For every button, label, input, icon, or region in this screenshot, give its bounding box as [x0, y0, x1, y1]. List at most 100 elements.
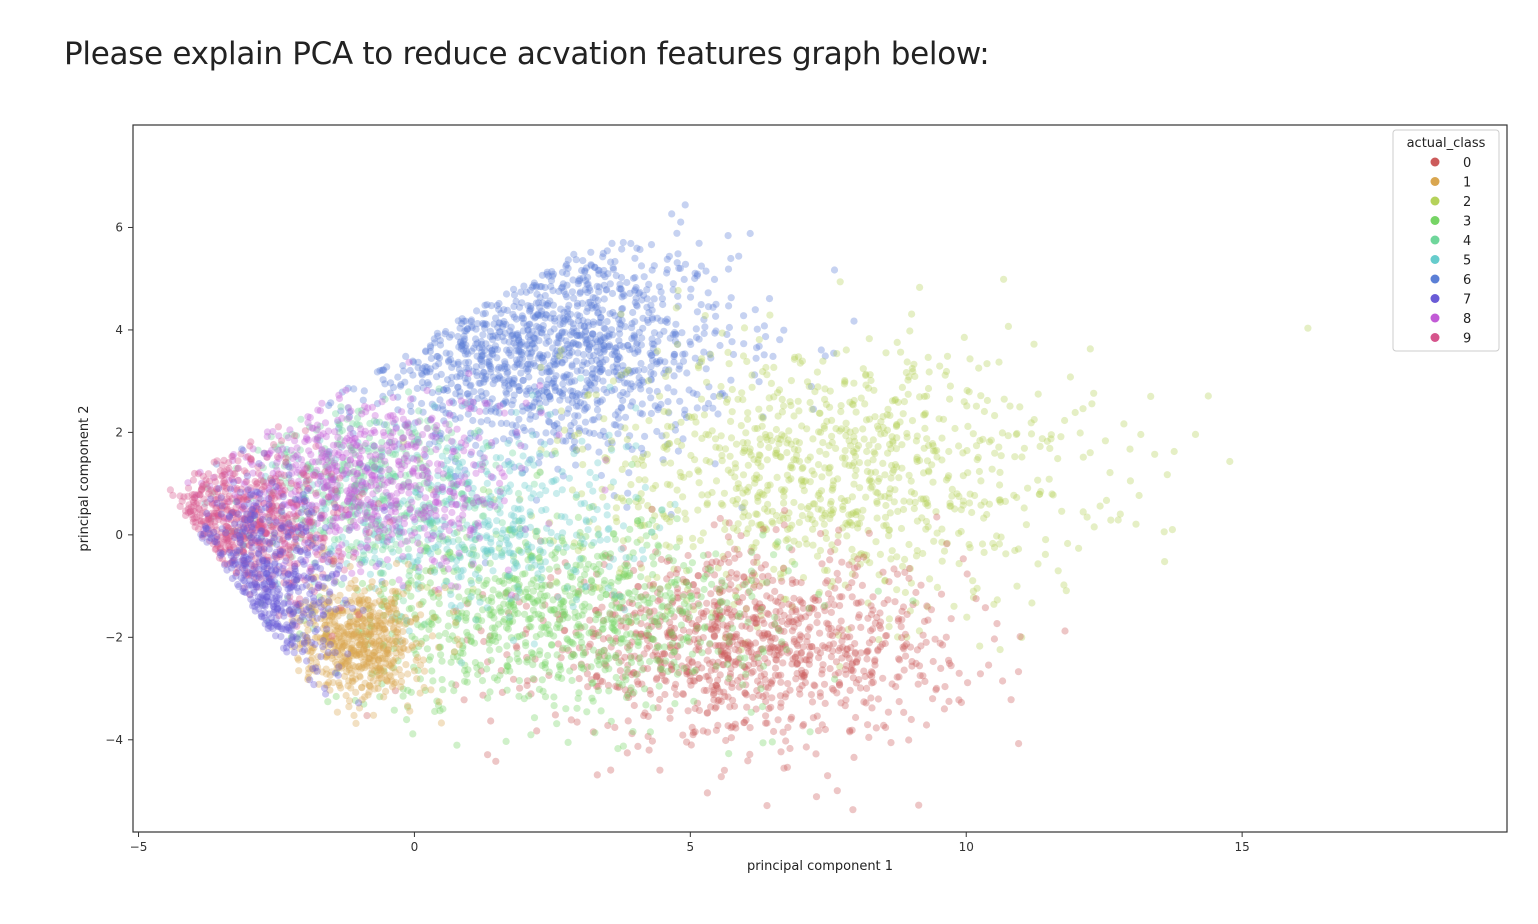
scatter-point [780, 326, 788, 334]
scatter-point [788, 602, 796, 610]
scatter-point [966, 355, 974, 363]
scatter-point [617, 273, 626, 282]
scatter-point [745, 642, 753, 650]
scatter-point [662, 366, 670, 374]
scatter-point [1007, 696, 1015, 704]
scatter-point [516, 355, 524, 363]
scatter-point [676, 264, 685, 272]
scatter-point [563, 270, 571, 278]
scatter-point [543, 450, 551, 458]
scatter-point [764, 610, 773, 619]
scatter-point [624, 489, 632, 497]
scatter-point [835, 669, 843, 677]
scatter-point [867, 484, 875, 492]
scatter-point [724, 232, 732, 240]
scatter-point [618, 305, 626, 313]
scatter-point [505, 549, 513, 557]
scatter-point [791, 560, 799, 568]
scatter-point [448, 363, 456, 371]
scatter-point [656, 524, 664, 532]
scatter-point [817, 530, 825, 538]
scatter-point [710, 691, 718, 699]
scatter-point [660, 459, 668, 467]
scatter-point [901, 588, 910, 597]
scatter-point [648, 505, 656, 513]
scatter-point [494, 365, 502, 373]
scatter-point [557, 346, 565, 354]
scatter-point [535, 389, 543, 397]
scatter-point [622, 443, 630, 451]
scatter-point [568, 362, 576, 370]
scatter-point [885, 578, 893, 586]
scatter-point [966, 490, 974, 498]
scatter-point [596, 360, 604, 368]
scatter-point [664, 408, 672, 416]
scatter-point [648, 315, 657, 323]
scatter-point [524, 333, 533, 341]
scatter-point [500, 317, 508, 326]
scatter-point [437, 435, 445, 443]
scatter-point [611, 385, 619, 393]
scatter-point [794, 397, 802, 405]
scatter-point [532, 527, 541, 536]
scatter-point [926, 575, 934, 583]
scatter-point [476, 661, 484, 669]
scatter-point [691, 728, 699, 736]
scatter-point [892, 683, 900, 691]
scatter-point [648, 340, 656, 348]
scatter-point [680, 664, 688, 672]
scatter-point [795, 457, 804, 465]
scatter-point [606, 609, 614, 617]
scatter-point [467, 316, 476, 324]
scatter-point [841, 447, 849, 455]
scatter-point [720, 766, 729, 774]
scatter-point [736, 654, 744, 662]
scatter-point [458, 458, 466, 466]
scatter-point [1076, 429, 1084, 437]
scatter-point [649, 585, 657, 593]
scatter-point [633, 538, 641, 546]
scatter-point [584, 318, 592, 326]
scatter-point [491, 624, 499, 632]
scatter-point [505, 349, 513, 357]
scatter-point [623, 390, 631, 398]
scatter-point [923, 457, 932, 465]
scatter-point [597, 337, 605, 345]
scatter-point [565, 432, 573, 440]
scatter-point [605, 341, 614, 349]
scatter-point [427, 365, 435, 373]
scatter-point [461, 369, 470, 377]
scatter-point [472, 363, 480, 371]
scatter-point [605, 369, 613, 377]
scatter-point [615, 285, 624, 293]
scatter-point [1027, 419, 1035, 427]
scatter-point [578, 437, 586, 445]
scatter-point [673, 670, 682, 678]
scatter-point [784, 514, 792, 522]
scatter-point [487, 717, 495, 725]
scatter-point [431, 707, 439, 716]
scatter-point [616, 330, 624, 338]
scatter-point [588, 416, 597, 424]
scatter-point [1013, 582, 1021, 590]
scatter-point [1030, 340, 1038, 348]
scatter-point [479, 310, 487, 318]
scatter-point [983, 360, 991, 368]
scatter-point [851, 640, 859, 648]
scatter-point [622, 554, 630, 562]
scatter-point [468, 579, 476, 588]
scatter-point [888, 547, 896, 555]
scatter-point [605, 563, 613, 571]
scatter-point [769, 352, 777, 360]
scatter-point [848, 579, 856, 587]
scatter-point [564, 264, 572, 272]
scatter-point [605, 332, 613, 340]
scatter-point [567, 716, 575, 724]
scatter-point [897, 623, 905, 631]
scatter-point [611, 411, 620, 419]
scatter-point [645, 625, 653, 633]
scatter-point [534, 354, 542, 362]
scatter-point [576, 399, 585, 407]
scatter-point [793, 660, 801, 669]
scatter-point [867, 602, 875, 610]
